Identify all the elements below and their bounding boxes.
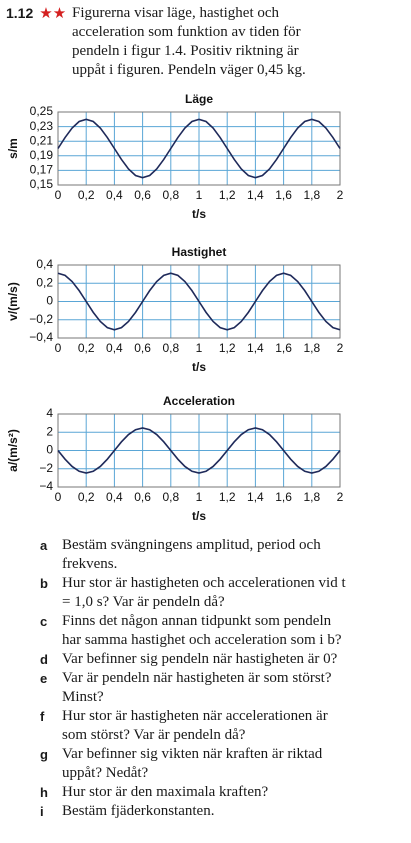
- question: e Var är pendeln när hastigheten är som s…: [40, 669, 350, 707]
- chart-title: Läge: [185, 92, 213, 106]
- y-tick-label: 0,15: [30, 177, 54, 191]
- question: b Hur stor är hastigheten och acceleratio…: [40, 574, 350, 612]
- question: i Bestäm fjäderkonstanten.: [40, 802, 350, 821]
- x-tick-label: 0,8: [162, 188, 179, 202]
- x-tick-label: 0,8: [162, 490, 179, 504]
- question-text: Bestäm svängningens amplitud, period och…: [62, 537, 321, 572]
- question-text: Var befinner sig vikten när kraften är r…: [62, 746, 323, 781]
- y-tick-label: 0: [46, 443, 53, 457]
- x-tick-label: 1,2: [219, 188, 236, 202]
- y-tick-label: 4: [46, 406, 53, 420]
- x-tick-label: 1,4: [247, 188, 264, 202]
- x-tick-label: 1: [196, 341, 203, 355]
- chart-title: Hastighet: [172, 245, 227, 259]
- question: d Var befinner sig pendeln när hastighete…: [40, 650, 350, 669]
- x-tick-label: 1: [196, 490, 203, 504]
- question-list: a Bestäm svängningens amplitud, period oc…: [40, 536, 350, 821]
- question: f Hur stor är hastigheten när acceleratio…: [40, 707, 350, 745]
- chart: Acceleration 0 0,2 0,4 0,6 0,8 1 1,2 1,4 1,6 1,8 2 −…: [6, 394, 344, 523]
- x-tick-label: 2: [337, 490, 344, 504]
- problem-text: Figurerna visar läge, hastighet och acce…: [72, 5, 306, 78]
- question-letter: f: [40, 709, 45, 724]
- y-axis-label: v/(m/s): [6, 282, 20, 321]
- question: g Var befinner sig vikten när kraften är …: [40, 745, 350, 783]
- data-line: [57, 272, 341, 331]
- x-tick-label: 2: [337, 188, 344, 202]
- y-tick-label: 2: [46, 424, 53, 438]
- y-tick-label: 0,17: [30, 163, 54, 177]
- question-letter: i: [40, 804, 44, 819]
- y-tick-label: 0,19: [30, 148, 54, 162]
- x-tick-label: 0,6: [134, 490, 151, 504]
- x-tick-label: 0,4: [106, 341, 123, 355]
- question-text: Var befinner sig pendeln när hastigheten…: [62, 651, 338, 667]
- x-tick-label: 0,4: [106, 490, 123, 504]
- y-tick-label: −0,4: [29, 330, 53, 344]
- question-letter: d: [40, 652, 48, 667]
- question-text: Finns det någon annan tidpunkt som pende…: [62, 613, 342, 648]
- x-tick-label: 0,2: [78, 341, 95, 355]
- x-tick-label: 1,8: [303, 341, 320, 355]
- x-tick-label: 1,6: [275, 188, 292, 202]
- question: h Hur stor är den maximala kraften?: [40, 783, 350, 802]
- x-tick-label: 0: [55, 188, 62, 202]
- chart-title: Acceleration: [163, 394, 235, 408]
- y-tick-label: 0,4: [36, 257, 53, 271]
- y-tick-label: 0,2: [36, 275, 53, 289]
- x-tick-label: 1,6: [275, 490, 292, 504]
- x-tick-label: 0,2: [78, 490, 95, 504]
- question-letter: e: [40, 671, 48, 686]
- x-tick-label: 0: [55, 341, 62, 355]
- question-text: Hur stor är den maximala kraften?: [62, 784, 269, 800]
- question: c Finns det någon annan tidpunkt som pend…: [40, 612, 350, 650]
- question-letter: b: [40, 576, 48, 591]
- question-text: Hur stor är hastigheten och acceleration…: [62, 575, 346, 610]
- question-letter: h: [40, 785, 48, 800]
- plot-frame: [57, 264, 341, 339]
- x-tick-label: 0,6: [134, 188, 151, 202]
- question: a Bestäm svängningens amplitud, period oc…: [40, 536, 350, 574]
- y-axis-label: s/m: [6, 138, 20, 159]
- difficulty-stars: ★★: [39, 6, 67, 22]
- y-tick-label: 0: [46, 294, 53, 308]
- question-letter: a: [40, 538, 48, 553]
- x-tick-label: 0: [55, 490, 62, 504]
- y-tick-label: 0,23: [30, 119, 54, 133]
- x-tick-label: 1,2: [219, 341, 236, 355]
- question-text: Var är pendeln när hastigheten är som st…: [62, 670, 332, 705]
- x-tick-label: 1,4: [247, 490, 264, 504]
- x-tick-label: 0,2: [78, 188, 95, 202]
- y-tick-label: −0,2: [29, 312, 53, 326]
- problem-number: 1.12: [6, 5, 34, 21]
- problem-label: 1.12 ★★: [6, 4, 72, 80]
- x-tick-label: 0,8: [162, 341, 179, 355]
- question-text: Bestäm fjäderkonstanten.: [62, 803, 215, 819]
- question-letter: g: [40, 747, 48, 762]
- x-tick-label: 0,6: [134, 341, 151, 355]
- y-tick-label: 0,25: [30, 104, 54, 118]
- data-line: [57, 427, 341, 474]
- y-tick-label: −4: [39, 479, 53, 493]
- x-tick-label: 1: [196, 188, 203, 202]
- x-tick-label: 1,8: [303, 188, 320, 202]
- y-tick-label: −2: [39, 461, 53, 475]
- chart: Hastighet 0 0,2 0,4 0,6 0,8 1 1,2 1,4 1,6 1,8 2 −0,4…: [6, 245, 344, 374]
- problem-header: 1.12 ★★ Figurerna visar läge, hastighet o…: [6, 4, 346, 80]
- question-letter: c: [40, 614, 48, 629]
- x-tick-label: 1,6: [275, 341, 292, 355]
- x-tick-label: 1,2: [219, 490, 236, 504]
- x-axis-label: t/s: [192, 207, 206, 221]
- y-tick-label: 0,21: [30, 133, 54, 147]
- x-tick-label: 0,4: [106, 188, 123, 202]
- y-axis-label: a/(m/s²): [6, 429, 20, 472]
- x-axis-label: t/s: [192, 360, 206, 374]
- x-tick-label: 1,4: [247, 341, 264, 355]
- x-tick-label: 2: [337, 341, 344, 355]
- data-line: [57, 118, 341, 179]
- x-axis-label: t/s: [192, 509, 206, 523]
- question-text: Hur stor är hastigheten när acceleration…: [62, 708, 328, 743]
- x-tick-label: 1,8: [303, 490, 320, 504]
